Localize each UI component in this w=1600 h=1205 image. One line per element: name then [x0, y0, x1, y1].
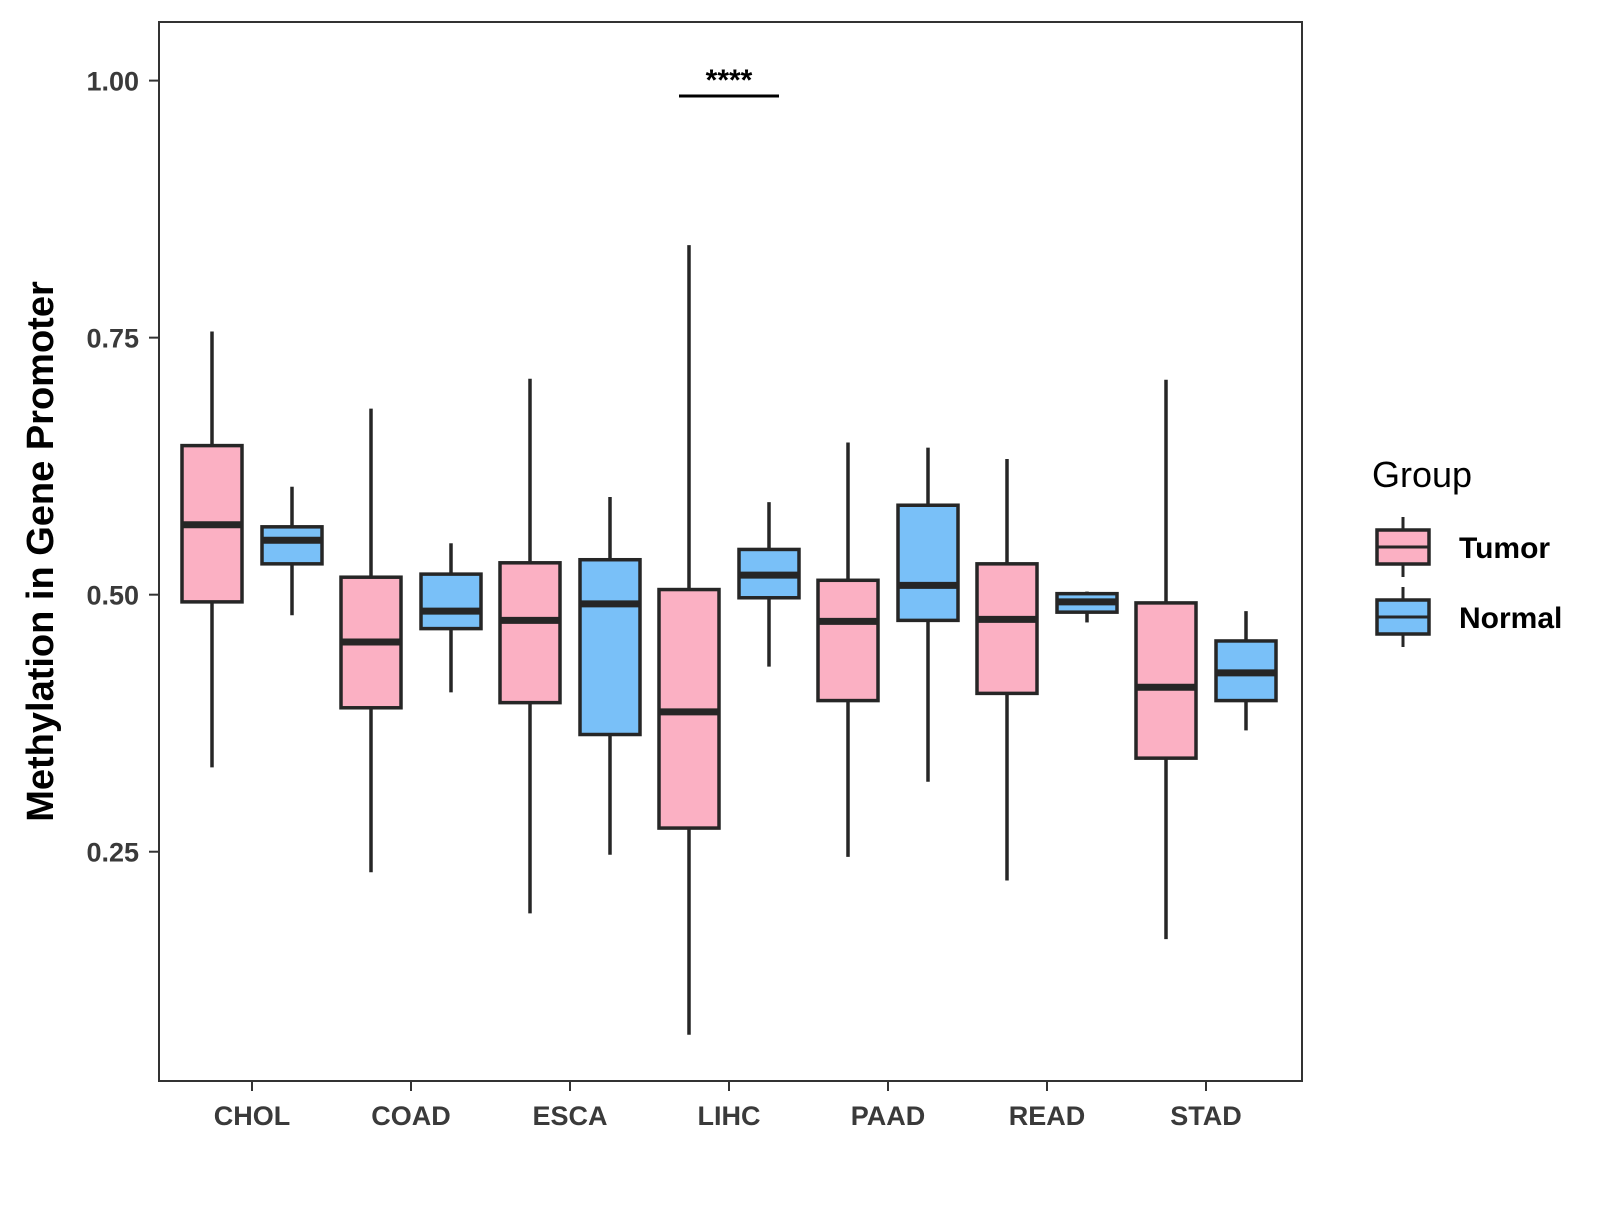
- box-body-normal-coad: [419, 572, 483, 631]
- box-normal-lihc: [737, 502, 801, 667]
- plot-panel: [158, 21, 1303, 1082]
- legend-label-normal: Normal: [1459, 602, 1562, 635]
- y-tick-label-0.75: 0.75: [86, 324, 139, 354]
- box-tumor-lihc: [657, 245, 721, 1035]
- box-normal-stad: [1214, 611, 1278, 731]
- box-body-tumor-esca: [498, 561, 562, 705]
- box-normal-esca: [578, 497, 642, 855]
- legend-title: Group: [1372, 454, 1472, 495]
- box-body-normal-chol: [260, 525, 324, 566]
- box-body-tumor-stad: [1134, 601, 1198, 760]
- box-body-tumor-paad: [816, 578, 880, 703]
- legend: Group Tumor Normal: [1372, 454, 1562, 647]
- x-tick-label-coad: COAD: [371, 1101, 451, 1131]
- box-body-normal-paad: [896, 503, 960, 623]
- legend-label-tumor: Tumor: [1459, 532, 1550, 565]
- x-tick-label-paad: PAAD: [851, 1101, 926, 1131]
- box-tumor-esca: [498, 378, 562, 914]
- box-body-tumor-read: [975, 562, 1039, 696]
- box-normal-chol: [260, 486, 324, 616]
- x-tick-label-chol: CHOL: [214, 1101, 291, 1131]
- legend-entry-normal: Normal: [1375, 587, 1562, 647]
- x-tick-label-esca: ESCA: [532, 1101, 607, 1131]
- box-normal-coad: [419, 543, 483, 693]
- box-tumor-chol: [180, 331, 244, 768]
- significance-label-lihc: ****: [706, 64, 753, 97]
- y-tick-label-1.00: 1.00: [86, 67, 139, 97]
- box-tumor-coad: [339, 408, 403, 873]
- box-normal-read: [1055, 591, 1119, 623]
- box-tumor-read: [975, 458, 1039, 881]
- x-tick-label-lihc: LIHC: [698, 1101, 761, 1131]
- x-tick-label-stad: STAD: [1170, 1101, 1242, 1131]
- box-body-normal-esca: [578, 557, 642, 737]
- axis-layer: 0.25 0.50 0.75 1.00 CHOL COAD ESCA LIHC PAAD READ…: [20, 67, 1242, 1131]
- y-axis-title: Methylation in Gene Promoter: [20, 281, 62, 822]
- legend-entry-tumor: Tumor: [1375, 517, 1550, 577]
- box-tumor-paad: [816, 442, 880, 857]
- y-tick-label-0.25: 0.25: [86, 838, 139, 868]
- box-tumor-stad: [1134, 379, 1198, 940]
- box-normal-paad: [896, 447, 960, 782]
- plot-layer: ****: [158, 21, 1303, 1082]
- x-tick-label-read: READ: [1009, 1101, 1086, 1131]
- y-tick-label-0.50: 0.50: [86, 581, 139, 611]
